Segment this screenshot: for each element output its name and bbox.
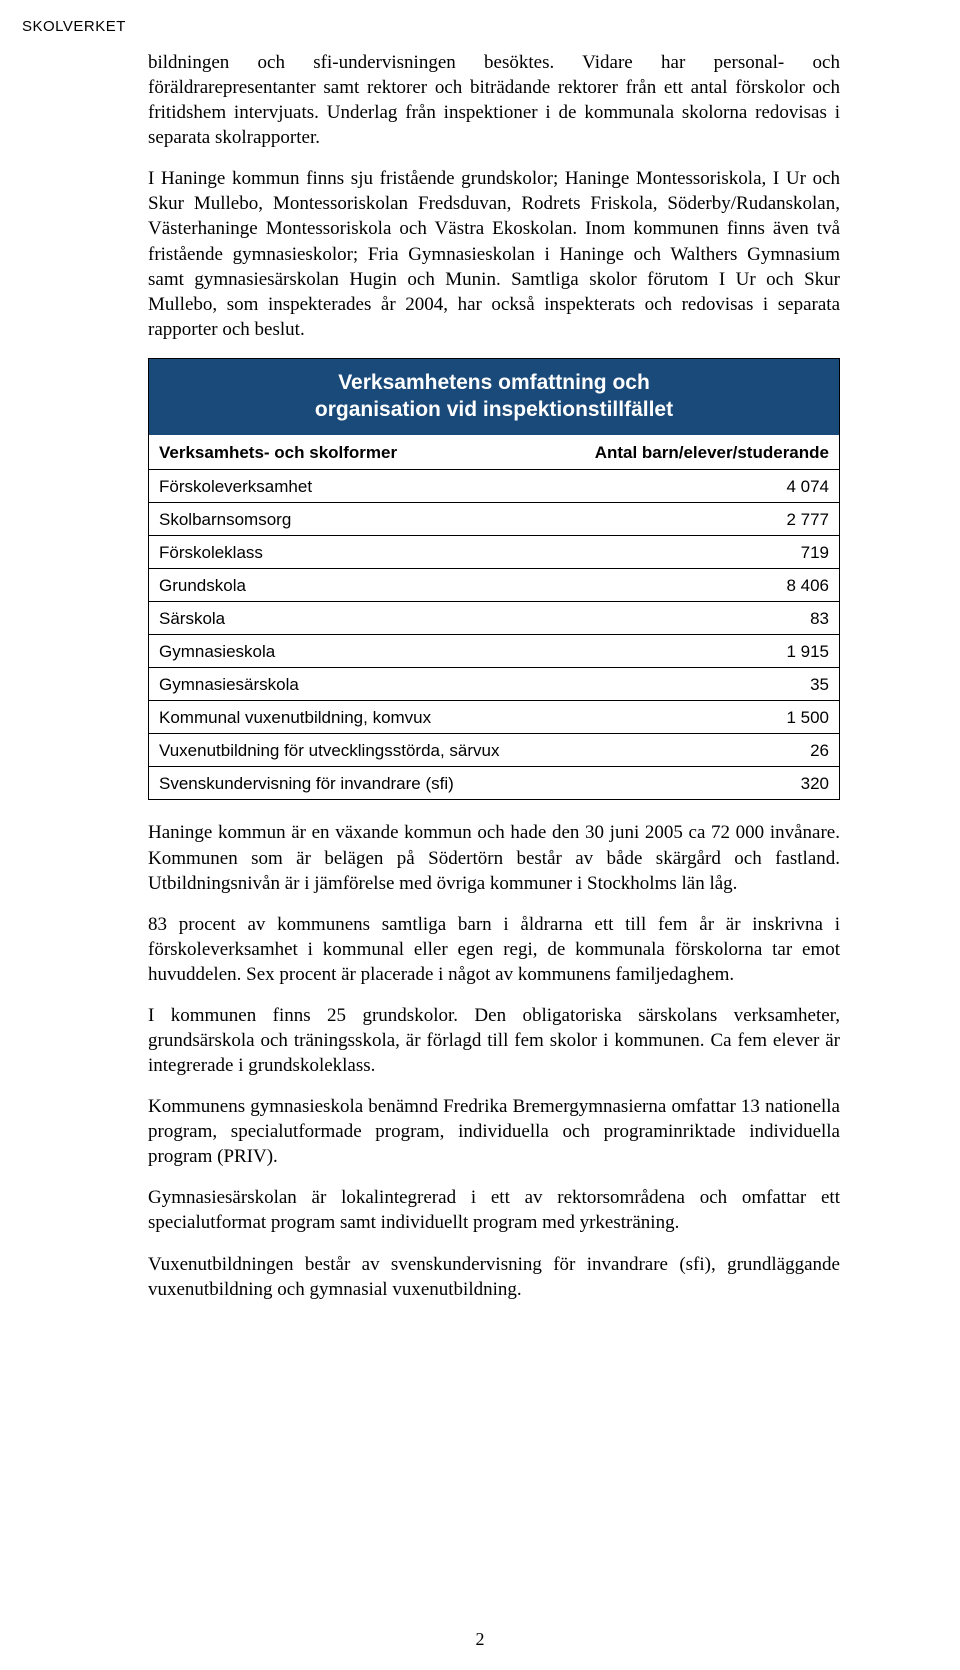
table-row: Grundskola8 406 xyxy=(149,569,839,602)
statistics-table: Verksamhets- och skolformer Antal barn/e… xyxy=(149,435,839,799)
table-cell-value: 4 074 xyxy=(554,470,839,503)
paragraph-7: Gymnasiesärskolan är lokalintegrerad i e… xyxy=(148,1185,840,1235)
table-cell-value: 26 xyxy=(554,734,839,767)
paragraph-3: Haninge kommun är en växande kommun och … xyxy=(148,820,840,895)
table-row: Skolbarnsomsorg2 777 xyxy=(149,503,839,536)
table-row: Förskoleklass719 xyxy=(149,536,839,569)
paragraph-6: Kommunens gymnasieskola benämnd Fredrika… xyxy=(148,1094,840,1169)
paragraph-2: I Haninge kommun finns sju fristående gr… xyxy=(148,166,840,342)
table-title-line2: organisation vid inspektionstillfället xyxy=(315,398,673,421)
table-cell-label: Förskoleverksamhet xyxy=(149,470,554,503)
table-cell-label: Kommunal vuxenutbildning, komvux xyxy=(149,701,554,734)
table-cell-label: Grundskola xyxy=(149,569,554,602)
table-header-col1: Verksamhets- och skolformer xyxy=(149,435,554,470)
table-cell-label: Vuxenutbildning för utvecklingsstörda, s… xyxy=(149,734,554,767)
table-header-col2: Antal barn/elever/studerande xyxy=(554,435,839,470)
table-cell-label: Skolbarnsomsorg xyxy=(149,503,554,536)
table-cell-label: Gymnasiesärskola xyxy=(149,668,554,701)
table-row: Förskoleverksamhet4 074 xyxy=(149,470,839,503)
table-row: Vuxenutbildning för utvecklingsstörda, s… xyxy=(149,734,839,767)
table-cell-label: Gymnasieskola xyxy=(149,635,554,668)
table-cell-label: Svenskundervisning för invandrare (sfi) xyxy=(149,767,554,800)
table-row: Svenskundervisning för invandrare (sfi)3… xyxy=(149,767,839,800)
document-header: SKOLVERKET xyxy=(22,18,126,35)
table-cell-value: 2 777 xyxy=(554,503,839,536)
table-row: Kommunal vuxenutbildning, komvux1 500 xyxy=(149,701,839,734)
page-number: 2 xyxy=(0,1629,960,1650)
table-cell-label: Särskola xyxy=(149,602,554,635)
table-title-line1: Verksamhetens omfattning och xyxy=(338,371,650,394)
table-cell-value: 320 xyxy=(554,767,839,800)
table-cell-value: 1 915 xyxy=(554,635,839,668)
paragraph-8: Vuxenutbildningen består av svenskunderv… xyxy=(148,1252,840,1302)
table-cell-value: 35 xyxy=(554,668,839,701)
statistics-table-container: Verksamhetens omfattning och organisatio… xyxy=(148,358,840,801)
table-cell-value: 1 500 xyxy=(554,701,839,734)
table-cell-value: 83 xyxy=(554,602,839,635)
table-cell-value: 719 xyxy=(554,536,839,569)
table-row: Gymnasieskola1 915 xyxy=(149,635,839,668)
paragraph-4: 83 procent av kommunens samtliga barn i … xyxy=(148,912,840,987)
document-content: bildningen och sfi-undervisningen besökt… xyxy=(148,50,840,1302)
paragraph-5: I kommunen finns 25 grundskolor. Den obl… xyxy=(148,1003,840,1078)
table-row: Gymnasiesärskola35 xyxy=(149,668,839,701)
table-cell-value: 8 406 xyxy=(554,569,839,602)
table-row: Särskola83 xyxy=(149,602,839,635)
paragraph-1: bildningen och sfi-undervisningen besökt… xyxy=(148,50,840,150)
table-cell-label: Förskoleklass xyxy=(149,536,554,569)
table-title: Verksamhetens omfattning och organisatio… xyxy=(149,359,839,436)
